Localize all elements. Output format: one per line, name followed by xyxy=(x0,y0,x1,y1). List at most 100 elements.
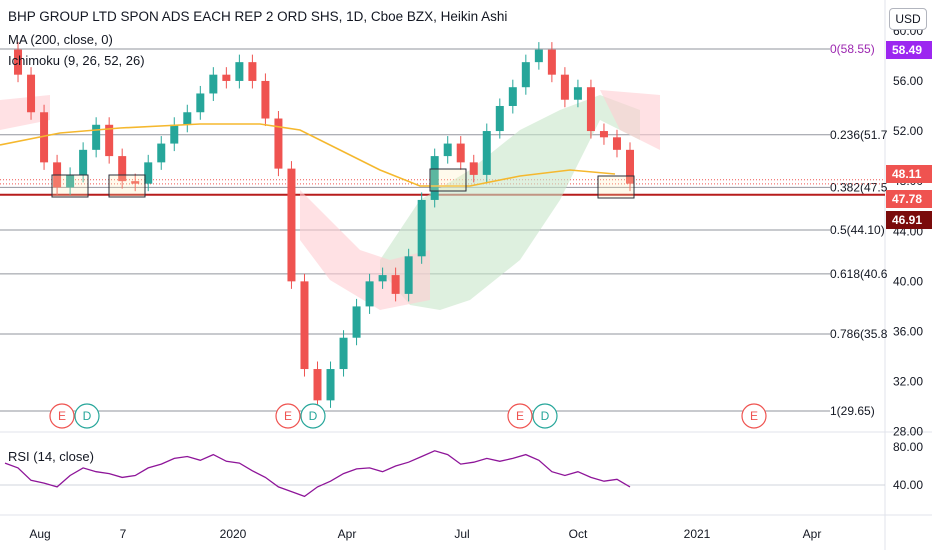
y-tick-label: 28.00 xyxy=(893,425,923,439)
y-tick-label: 52.00 xyxy=(893,124,923,138)
earnings-marker xyxy=(741,403,767,429)
fib-level-label: 1(29.65) xyxy=(830,404,875,418)
fib-level-label: 0(58.55) xyxy=(830,42,875,56)
candle-body xyxy=(326,369,335,401)
candle-body xyxy=(469,162,478,175)
candle-body xyxy=(456,143,465,163)
candle-body xyxy=(626,149,634,184)
rsi-legend[interactable]: RSI (14, close) xyxy=(8,449,94,464)
consolidation-box xyxy=(51,174,89,198)
candle-body xyxy=(586,87,595,132)
ichimoku-cloud-red xyxy=(600,90,660,150)
fib-level-label: 0.236(51.7 xyxy=(830,128,888,142)
earnings-marker-label: E xyxy=(284,409,292,423)
fib-level-label: 0.382(47.5 xyxy=(830,180,888,194)
dividend-marker-label: D xyxy=(541,409,550,423)
price-tag-line: 46.91 xyxy=(886,211,932,229)
dividend-marker xyxy=(300,403,326,429)
candle-body xyxy=(300,281,309,370)
rsi-line xyxy=(4,450,631,498)
candle-body xyxy=(391,275,400,294)
candle-body xyxy=(248,62,257,81)
candle-body xyxy=(196,93,205,113)
candle-body xyxy=(209,74,218,94)
candle-body xyxy=(261,80,270,119)
x-tick-label: 7 xyxy=(120,527,127,541)
candle-body xyxy=(118,156,127,182)
x-tick-label: Apr xyxy=(803,527,822,541)
consolidation-box xyxy=(108,174,146,198)
earnings-marker-label: E xyxy=(750,409,758,423)
dividend-marker-label: D xyxy=(83,409,92,423)
candle-body xyxy=(14,49,23,75)
price-tag-2: 47.78 xyxy=(886,190,932,208)
fib-level-label: 0.786(35.8 xyxy=(830,327,888,341)
candle-body xyxy=(274,118,283,169)
candle-body xyxy=(417,199,426,257)
price-tag-1: 48.11 xyxy=(886,165,932,183)
candle-body xyxy=(404,256,413,294)
candle-body xyxy=(482,131,491,175)
currency-button[interactable]: USD xyxy=(889,8,927,30)
dividend-marker-label: D xyxy=(309,409,318,423)
candle-body xyxy=(144,162,153,184)
candle-body xyxy=(183,112,192,125)
candle-body xyxy=(430,156,439,200)
candle-body xyxy=(612,137,621,150)
candle-body xyxy=(222,74,231,81)
candle-body xyxy=(105,124,114,157)
candle-body xyxy=(599,131,608,138)
candle-body xyxy=(92,124,101,150)
x-tick-label: Oct xyxy=(569,527,588,541)
candle-body xyxy=(560,74,569,100)
ma-legend[interactable]: MA (200, close, 0) xyxy=(8,32,113,47)
candle-body xyxy=(365,281,374,307)
candle-body xyxy=(508,87,517,106)
candle-body xyxy=(157,143,166,163)
consolidation-box xyxy=(597,175,635,199)
rsi-y-tick-label: 80.00 xyxy=(893,440,923,454)
candle-body xyxy=(443,143,452,157)
y-tick-label: 40.00 xyxy=(893,274,923,288)
candle-body xyxy=(339,337,348,370)
candle-body xyxy=(534,49,543,63)
candle-body xyxy=(235,62,244,81)
candle-body xyxy=(287,168,296,282)
x-tick-label: 2021 xyxy=(684,527,711,541)
fib-level-label: 0.5(44.10) xyxy=(830,223,885,237)
candle-body xyxy=(495,105,504,132)
rsi-y-tick-label: 40.00 xyxy=(893,478,923,492)
earnings-marker-label: E xyxy=(516,409,524,423)
y-tick-label: 56.00 xyxy=(893,74,923,88)
earnings-marker xyxy=(275,403,301,429)
ichimoku-cloud-red xyxy=(0,95,50,130)
candle-body xyxy=(547,49,556,75)
fib-level-label: 0.618(40.6 xyxy=(830,267,888,281)
ichimoku-legend[interactable]: Ichimoku (9, 26, 52, 26) xyxy=(8,53,145,68)
candle-body xyxy=(352,306,361,338)
earnings-marker-label: E xyxy=(58,409,66,423)
ichimoku-cloud-green xyxy=(380,95,640,310)
dividend-marker xyxy=(532,403,558,429)
price-tag-high: 58.49 xyxy=(886,41,932,59)
candle-body xyxy=(170,124,179,144)
candle-body xyxy=(40,112,49,163)
y-tick-label: 36.00 xyxy=(893,324,923,338)
candle-body xyxy=(66,174,75,188)
x-tick-label: Jul xyxy=(454,527,469,541)
chart-title: BHP GROUP LTD SPON ADS EACH REP 2 ORD SH… xyxy=(8,9,508,24)
candle-body xyxy=(131,181,140,184)
y-tick-label: 32.00 xyxy=(893,375,923,389)
dividend-marker xyxy=(74,403,100,429)
consolidation-box xyxy=(429,168,467,192)
candle-body xyxy=(79,149,88,175)
candle-body xyxy=(378,275,387,282)
earnings-marker xyxy=(507,403,533,429)
x-tick-label: 2020 xyxy=(220,527,247,541)
candle-body xyxy=(313,369,322,401)
x-tick-label: Apr xyxy=(338,527,357,541)
candle-body xyxy=(27,74,36,113)
x-tick-label: Aug xyxy=(29,527,50,541)
earnings-marker xyxy=(49,403,75,429)
